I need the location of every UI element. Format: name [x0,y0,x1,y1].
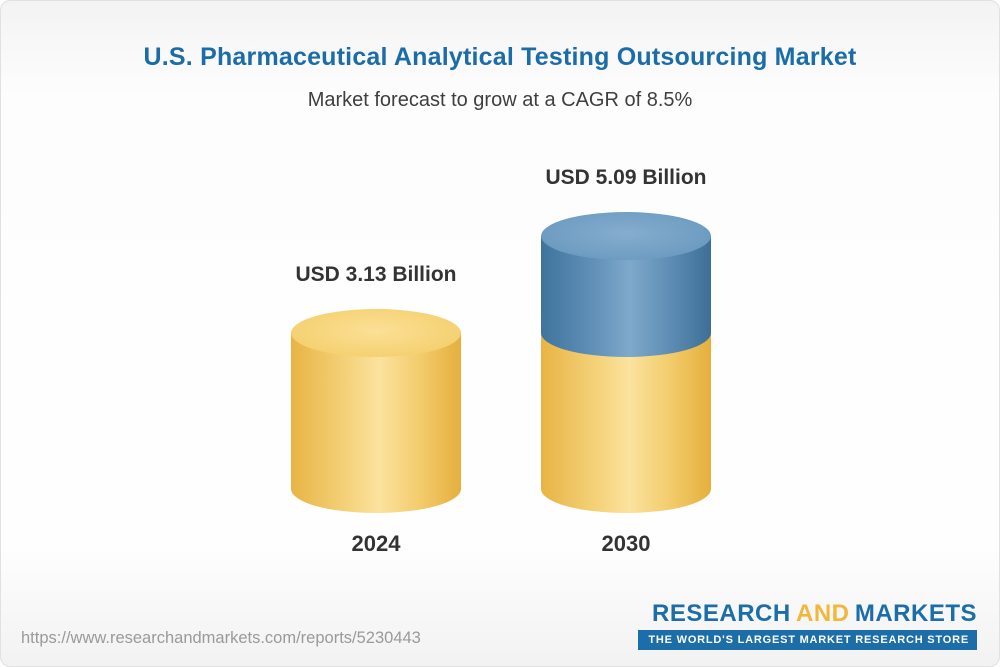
logo-word-research: RESEARCH [652,599,791,627]
logo-wordmark: RESEARCH AND MARKETS [638,599,977,627]
bar-2030-yellow-bottom-face [541,465,711,513]
bar-2030-blue-top-face [541,212,711,260]
axis-label-2024: 2024 [351,531,401,556]
report-url-link[interactable]: https://www.researchandmarkets.com/repor… [21,629,421,647]
chart-subtitle: Market forecast to grow at a CAGR of 8.5… [307,89,693,111]
value-label-2024-text: USD 3.13 Billion [295,263,457,286]
research-and-markets-logo[interactable]: RESEARCH AND MARKETS THE WORLD'S LARGEST… [638,599,977,650]
logo-word-and: AND [796,599,850,627]
value-label-2030-text: USD 5.09 Billion [545,166,707,189]
chart-title: U.S. Pharmaceutical Analytical Testing O… [143,43,857,71]
logo-tagline: THE WORLD'S LARGEST MARKET RESEARCH STOR… [638,630,977,650]
logo-word-markets: MARKETS [854,599,977,627]
bar-2024-bottom-face [291,465,461,513]
axis-label-2030: 2030 [601,531,651,556]
bar-2024-top-face [291,309,461,357]
bar-2030-junction-face [541,309,711,357]
bar-2030-yellow-body [541,333,711,489]
bar-2024-body [291,333,461,489]
